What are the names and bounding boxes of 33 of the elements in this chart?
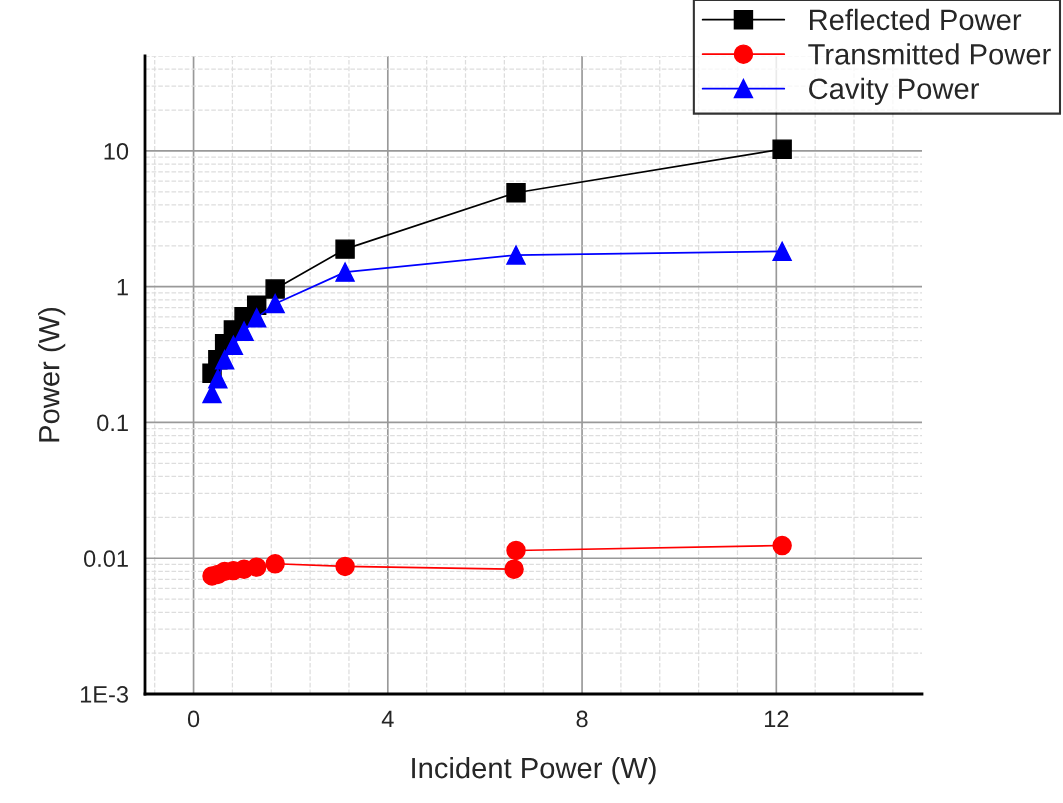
point	[234, 321, 254, 341]
point	[772, 535, 792, 556]
x-tick-label: 4	[381, 710, 394, 728]
point	[208, 368, 228, 389]
y-tick-label: 0.01	[84, 550, 128, 568]
y-tick-label: 1E-3	[80, 686, 128, 703]
point	[265, 279, 285, 299]
point	[335, 239, 355, 259]
point	[214, 349, 235, 370]
y-axis-title: Power (W)	[38, 307, 66, 442]
point	[772, 139, 792, 159]
legend-label: Reflected Power	[810, 8, 1022, 31]
point	[223, 335, 244, 356]
y-tick-label: 10	[104, 142, 129, 160]
y-tick-label: 1	[117, 278, 128, 296]
point	[335, 262, 355, 282]
legend-label: Transmitted Power	[808, 43, 1051, 65]
point	[772, 241, 792, 262]
x-axis-title: Incident Power (W)	[412, 756, 656, 785]
x-tick-label: 12	[764, 710, 789, 728]
point	[246, 557, 267, 577]
x-tick-label: 8	[576, 710, 588, 728]
point	[506, 245, 526, 265]
y-tick-label: 0.1	[97, 414, 128, 432]
point	[506, 540, 526, 561]
point	[506, 183, 526, 203]
point	[265, 293, 285, 314]
legend-label: Cavity Power	[809, 77, 979, 105]
x-tick-label: 0	[187, 710, 200, 728]
point	[246, 308, 267, 328]
point	[504, 559, 524, 579]
point	[265, 554, 285, 574]
point	[335, 556, 355, 577]
